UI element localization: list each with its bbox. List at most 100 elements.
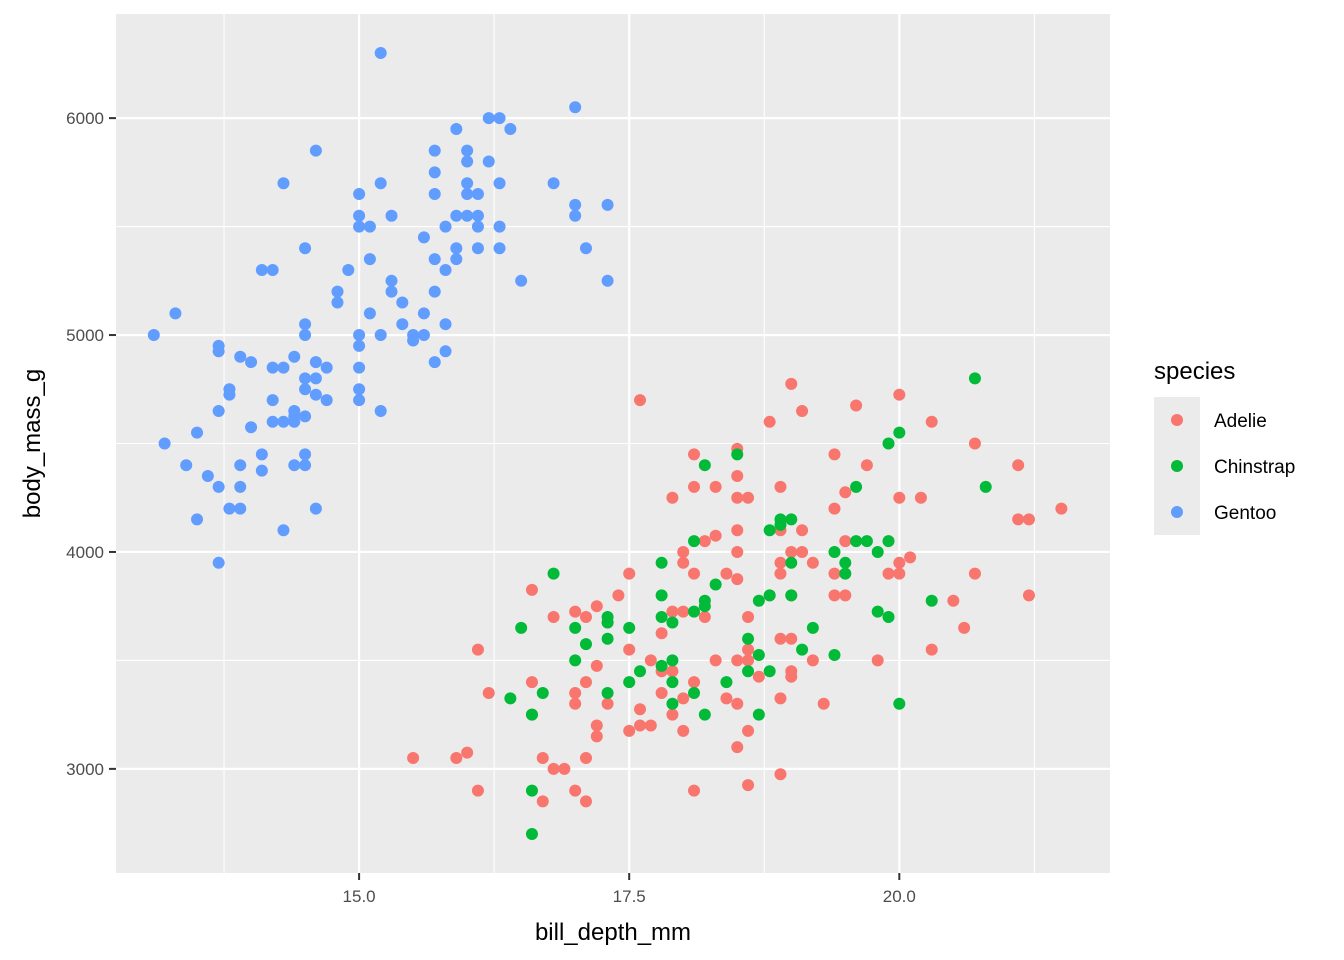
data-point [180,459,193,472]
data-point [385,274,398,287]
data-point [763,415,776,428]
data-point [320,361,333,374]
data-point [688,448,701,461]
data-point [525,583,538,596]
data-point [774,556,787,569]
data-point [666,605,679,618]
data-point [666,708,679,721]
legend: species Adelie Chinstrap Gentoo [1154,358,1295,535]
data-point [515,274,528,287]
data-point [147,329,160,342]
data-point [212,404,225,417]
legend-label: Gentoo [1214,503,1276,524]
data-point [785,377,798,390]
data-point [742,632,755,645]
data-point [774,518,787,531]
data-point [623,676,636,689]
data-point [731,697,744,710]
data-point [925,594,938,607]
data-point [763,589,776,602]
data-point [439,263,452,276]
data-point [266,263,279,276]
data-point [569,621,582,634]
legend-entries: Adelie Chinstrap Gentoo [1154,397,1295,535]
data-point [623,724,636,737]
data-point [579,795,592,808]
data-point [893,426,906,439]
data-point [299,459,312,472]
data-point [374,329,387,342]
data-point [655,659,668,672]
data-point [450,209,463,222]
y-axis-title: body_mass_g [19,369,46,518]
data-point [709,654,722,667]
x-tick-label: 15.0 [343,887,376,906]
data-point [752,670,765,683]
data-point [482,155,495,168]
data-point [461,155,474,168]
data-point [428,188,441,201]
data-point [968,372,981,385]
data-point [223,388,236,401]
data-point [331,296,344,309]
y-tick-label: 6000 [66,109,104,128]
data-point [785,545,798,558]
data-point [461,209,474,222]
data-point [742,654,755,667]
data-point [569,697,582,710]
data-point [569,686,582,699]
data-point [785,513,798,526]
data-point [655,627,668,640]
data-point [536,752,549,765]
major-gridlines [116,14,1110,873]
data-point [461,188,474,201]
data-point [569,654,582,667]
data-point [471,242,484,255]
data-point [925,415,938,428]
data-point [590,730,603,743]
legend-label: Chinstrap [1214,457,1295,478]
data-point [731,573,744,586]
data-point [806,621,819,634]
data-point [882,611,895,624]
data-point [871,605,884,618]
data-point [450,122,463,135]
data-point [569,198,582,211]
data-point [634,719,647,732]
data-point [288,350,301,363]
data-point [850,480,863,493]
data-point [882,567,895,580]
data-point [698,600,711,613]
data-point [796,643,809,656]
data-point [968,437,981,450]
data-point [299,318,312,331]
data-point [720,567,733,580]
data-point [407,752,420,765]
data-point [774,768,787,781]
data-point [234,350,247,363]
data-point [428,285,441,298]
data-point [828,502,841,515]
data-point [752,594,765,607]
data-point [234,502,247,515]
x-tick-label: 20.0 [883,887,916,906]
data-point [893,556,906,569]
data-point [828,648,841,661]
data-point [655,556,668,569]
data-point [1012,513,1025,526]
data-point [471,188,484,201]
data-point [309,388,322,401]
data-point [871,654,884,667]
data-point [493,177,506,190]
data-point [579,752,592,765]
data-point [277,415,290,428]
data-point [353,220,366,233]
data-point [266,361,279,374]
data-point [893,567,906,580]
data-point [677,556,690,569]
data-point [579,676,592,689]
data-point [742,724,755,737]
data-point [677,724,690,737]
data-point [634,665,647,678]
